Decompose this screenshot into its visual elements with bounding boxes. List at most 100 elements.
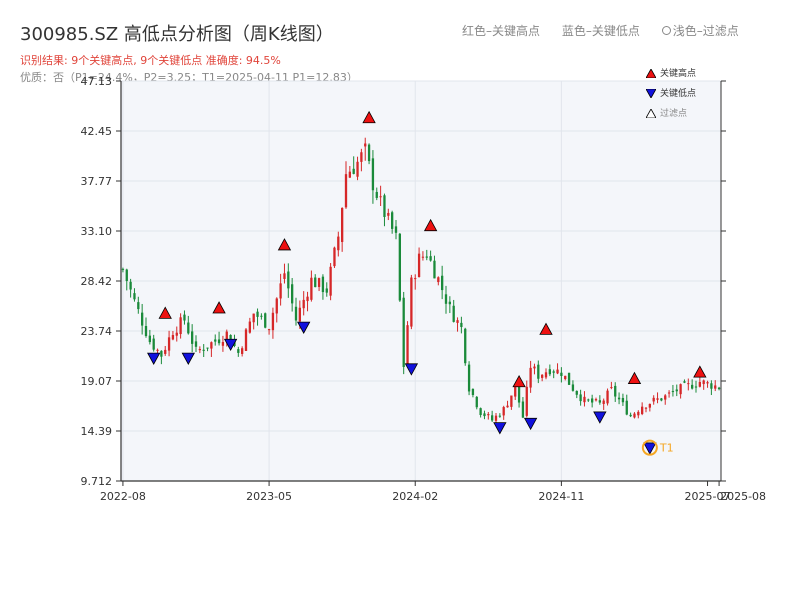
candle-body: [302, 299, 305, 309]
x-tick-label: 2025-07: [685, 490, 731, 503]
candle-body: [441, 275, 444, 291]
candle-body: [383, 195, 386, 217]
candle-body: [591, 398, 594, 403]
candle-body: [252, 313, 255, 323]
candle-body: [214, 339, 217, 342]
candle-body: [444, 294, 448, 304]
candle-body: [294, 306, 298, 321]
candle-body: [602, 400, 605, 404]
top-legend-high: 红色–关键高点: [462, 24, 541, 38]
candle-body: [187, 322, 190, 334]
candle-body: [702, 380, 705, 385]
key-high-marker: [423, 218, 438, 232]
candle-body: [121, 268, 125, 270]
candle-body: [587, 399, 590, 401]
candle-body: [706, 382, 709, 384]
candle-body: [625, 400, 628, 415]
top-legend: 红色–关键高点 蓝色–关键低点 浅色–过滤点: [462, 22, 757, 39]
x-tick-label: 2022-08: [100, 490, 146, 503]
candle-body: [360, 152, 363, 162]
candle-body: [179, 317, 182, 335]
candle-body: [394, 226, 398, 233]
candle-body: [517, 384, 521, 403]
candle-body: [564, 375, 567, 380]
key-low-marker: [297, 321, 311, 334]
candle-body: [125, 269, 128, 282]
candle-body: [679, 384, 682, 395]
candle-body: [264, 313, 267, 328]
candle-body: [148, 335, 151, 343]
candle-body: [333, 247, 336, 267]
candle-body: [664, 395, 667, 400]
candle-body: [183, 314, 186, 321]
candle-body: [521, 401, 525, 418]
candle-body: [141, 312, 144, 326]
y-tick-label: 9.712: [81, 475, 113, 488]
candle-body: [687, 383, 690, 385]
candle-body: [421, 256, 425, 258]
candle-body: [391, 212, 394, 229]
candle-body: [525, 386, 528, 416]
key-high-marker: [627, 371, 642, 384]
candle-body: [191, 331, 194, 344]
candle-body: [644, 407, 648, 409]
candle-body: [352, 168, 355, 174]
candle-body: [514, 384, 517, 397]
candle-body: [279, 283, 282, 299]
candle-body: [337, 236, 340, 251]
candle-body: [494, 415, 498, 421]
candle-body: [617, 397, 621, 400]
candle-body: [244, 329, 248, 351]
candle-body: [667, 392, 671, 394]
candle-body: [248, 321, 251, 333]
candle-body: [221, 342, 225, 346]
candle-body: [287, 271, 290, 289]
blue-triangle-down-icon: [645, 88, 657, 99]
key-high-marker: [693, 365, 707, 378]
candle-body: [356, 161, 359, 177]
candle-body: [491, 415, 494, 421]
x-tick-label: 2024-11: [538, 490, 584, 503]
key-low-marker: [493, 422, 507, 435]
candle-body: [575, 390, 578, 395]
t1-label: T1: [659, 442, 674, 455]
candle-body: [329, 266, 332, 296]
candle-body: [267, 329, 271, 331]
candle-body: [660, 398, 663, 401]
candle-body: [483, 413, 486, 417]
candle-body: [610, 387, 613, 389]
candle-body: [714, 385, 717, 389]
key-high-marker: [512, 374, 526, 388]
candle-body: [691, 384, 694, 389]
candle-body: [225, 331, 228, 340]
candle-body: [175, 332, 178, 336]
candle-body: [529, 367, 532, 388]
y-tick-label: 28.42: [81, 275, 113, 288]
candle-body: [452, 305, 455, 322]
candle-body: [371, 158, 375, 191]
candle-body: [448, 301, 451, 305]
candle-body: [552, 371, 555, 373]
legend-low: 关键低点: [645, 86, 696, 99]
candle-body: [206, 347, 209, 349]
x-tick-label: 2023-05: [246, 490, 292, 503]
candle-body: [271, 312, 275, 331]
candle-body: [694, 386, 698, 388]
candle-body: [398, 233, 401, 301]
candle-body: [456, 320, 459, 323]
candle-body: [429, 256, 432, 261]
candle-body: [164, 349, 167, 354]
candle-body: [260, 315, 263, 317]
candle-body: [537, 364, 540, 379]
candle-body: [717, 387, 721, 390]
key-high-marker: [362, 110, 376, 124]
candle-body: [594, 399, 598, 401]
candle-body: [541, 374, 544, 378]
candle-body: [533, 366, 536, 369]
candle-body: [414, 278, 417, 280]
candle-body: [237, 349, 240, 353]
candle-body: [344, 174, 348, 208]
candle-body: [275, 298, 278, 314]
candle-body: [298, 307, 301, 322]
